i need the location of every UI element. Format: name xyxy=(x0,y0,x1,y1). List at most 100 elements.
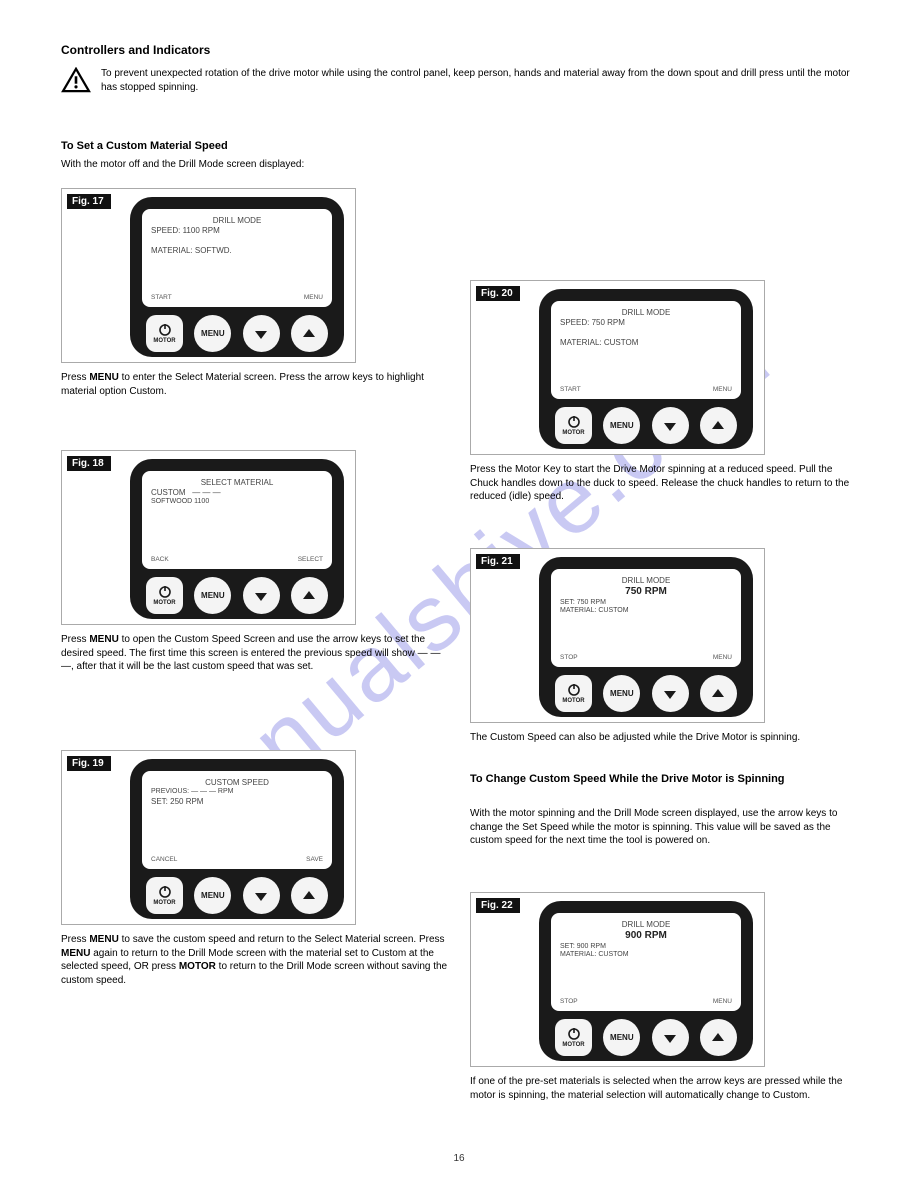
motor-button[interactable]: MOTOR xyxy=(555,407,592,444)
lcd-softkey-right: MENU xyxy=(713,998,732,1006)
button-row: MOTOR MENU xyxy=(142,577,332,614)
figure-18-panel: Fig. 18 SELECT MATERIAL CUSTOM — — — SOF… xyxy=(61,450,356,625)
lcd-line: 750 RPM xyxy=(560,586,732,599)
lcd-line: SET: 250 RPM xyxy=(151,797,323,807)
lcd-softkey-left: BACK xyxy=(151,556,169,564)
menu-button[interactable]: MENU xyxy=(603,1019,640,1056)
figure-20-panel: Fig. 20 DRILL MODE SPEED: 750 RPM MATERI… xyxy=(470,280,765,455)
figure-20-block: Fig. 20 DRILL MODE SPEED: 750 RPM MATERI… xyxy=(470,280,860,504)
menu-button[interactable]: MENU xyxy=(603,675,640,712)
figure-18-caption: Press MENU to open the Custom Speed Scre… xyxy=(61,633,451,674)
up-arrow-button[interactable] xyxy=(291,877,328,914)
lcd-line: MATERIAL: CUSTOM xyxy=(560,338,732,348)
controller: CUSTOM SPEED PREVIOUS: — — — RPM SET: 25… xyxy=(130,759,344,919)
controller: DRILL MODE 750 RPM SET: 750 RPM MATERIAL… xyxy=(539,557,753,717)
figure-22-caption: If one of the pre-set materials is selec… xyxy=(470,1075,860,1102)
warning-icon xyxy=(61,67,91,98)
down-arrow-button[interactable] xyxy=(652,1019,689,1056)
figure-tag: Fig. 21 xyxy=(476,554,520,569)
lcd-softkey-left: CANCEL xyxy=(151,856,177,864)
figure-17-block: Fig. 17 DRILL MODE SPEED: 1100 RPM MATER… xyxy=(61,188,451,398)
figure-tag: Fig. 18 xyxy=(67,456,111,471)
up-arrow-button[interactable] xyxy=(700,675,737,712)
lcd-screen: DRILL MODE SPEED: 1100 RPM MATERIAL: SOF… xyxy=(142,209,332,307)
lcd-line: PREVIOUS: — — — RPM xyxy=(151,788,323,797)
button-row: MOTOR MENU xyxy=(551,675,741,712)
lcd-screen: DRILL MODE SPEED: 750 RPM MATERIAL: CUST… xyxy=(551,301,741,399)
lcd-line: DRILL MODE xyxy=(560,308,732,318)
motor-button[interactable]: MOTOR xyxy=(146,877,183,914)
menu-button[interactable]: MENU xyxy=(194,577,231,614)
lcd-softkey-left: START xyxy=(560,386,581,394)
lcd-softkey-left: STOP xyxy=(560,998,578,1006)
lcd-line: 900 RPM xyxy=(560,930,732,943)
figure-19-block: Fig. 19 CUSTOM SPEED PREVIOUS: — — — RPM… xyxy=(61,750,451,987)
lcd-line: DRILL MODE xyxy=(560,920,732,930)
figure-20-caption: Press the Motor Key to start the Drive M… xyxy=(470,463,860,504)
section-title: To Set a Custom Material Speed xyxy=(61,140,228,152)
figure-18-block: Fig. 18 SELECT MATERIAL CUSTOM — — — SOF… xyxy=(61,450,451,674)
custom-speed-running-para: With the motor spinning and the Drill Mo… xyxy=(470,807,850,848)
menu-button[interactable]: MENU xyxy=(603,407,640,444)
figure-tag: Fig. 22 xyxy=(476,898,520,913)
button-row: MOTOR MENU xyxy=(551,407,741,444)
figure-19-panel: Fig. 19 CUSTOM SPEED PREVIOUS: — — — RPM… xyxy=(61,750,356,925)
motor-button[interactable]: MOTOR xyxy=(146,315,183,352)
figure-22-panel: Fig. 22 DRILL MODE 900 RPM SET: 900 RPM … xyxy=(470,892,765,1067)
lcd-line: DRILL MODE xyxy=(151,216,323,226)
button-row: MOTOR MENU xyxy=(142,877,332,914)
controller: DRILL MODE SPEED: 1100 RPM MATERIAL: SOF… xyxy=(130,197,344,357)
figure-tag: Fig. 17 xyxy=(67,194,111,209)
figure-21-caption-a: The Custom Speed can also be adjusted wh… xyxy=(470,731,860,745)
motor-button[interactable]: MOTOR xyxy=(146,577,183,614)
custom-speed-running-title: To Change Custom Speed While the Drive M… xyxy=(470,773,785,785)
lcd-line: SPEED: 1100 RPM xyxy=(151,226,323,236)
controller: DRILL MODE SPEED: 750 RPM MATERIAL: CUST… xyxy=(539,289,753,449)
lcd-screen: CUSTOM SPEED PREVIOUS: — — — RPM SET: 25… xyxy=(142,771,332,869)
button-row: MOTOR MENU xyxy=(142,315,332,352)
lcd-screen: SELECT MATERIAL CUSTOM — — — SOFTWOOD 11… xyxy=(142,471,332,569)
lcd-screen: DRILL MODE 900 RPM SET: 900 RPM MATERIAL… xyxy=(551,913,741,1011)
lcd-line: CUSTOM SPEED xyxy=(151,778,323,788)
lcd-softkey-right: MENU xyxy=(304,294,323,302)
up-arrow-button[interactable] xyxy=(291,577,328,614)
lcd-softkey-left: STOP xyxy=(560,654,578,662)
page-number: 16 xyxy=(0,1153,918,1164)
motor-button[interactable]: MOTOR xyxy=(555,675,592,712)
lcd-line: DRILL MODE xyxy=(560,576,732,586)
lcd-line: SELECT MATERIAL xyxy=(151,478,323,488)
lcd-screen: DRILL MODE 750 RPM SET: 750 RPM MATERIAL… xyxy=(551,569,741,667)
lcd-line: SPEED: 750 RPM xyxy=(560,318,732,328)
figure-21-block: Fig. 21 DRILL MODE 750 RPM SET: 750 RPM … xyxy=(470,548,860,745)
lcd-softkey-right: MENU xyxy=(713,386,732,394)
down-arrow-button[interactable] xyxy=(243,877,280,914)
intro-paragraph: With the motor off and the Drill Mode sc… xyxy=(61,158,431,172)
lcd-line: SET: 900 RPM xyxy=(560,943,732,952)
lcd-softkey-right: MENU xyxy=(713,654,732,662)
down-arrow-button[interactable] xyxy=(243,577,280,614)
controller: DRILL MODE 900 RPM SET: 900 RPM MATERIAL… xyxy=(539,901,753,1061)
figure-tag: Fig. 20 xyxy=(476,286,520,301)
down-arrow-button[interactable] xyxy=(652,675,689,712)
figure-22-block: Fig. 22 DRILL MODE 900 RPM SET: 900 RPM … xyxy=(470,892,860,1102)
figure-tag: Fig. 19 xyxy=(67,756,111,771)
lcd-line: MATERIAL: SOFTWD. xyxy=(151,246,323,256)
up-arrow-button[interactable] xyxy=(700,407,737,444)
lcd-line: CUSTOM — — — xyxy=(151,488,323,498)
figure-17-panel: Fig. 17 DRILL MODE SPEED: 1100 RPM MATER… xyxy=(61,188,356,363)
up-arrow-button[interactable] xyxy=(291,315,328,352)
lcd-softkey-right: SAVE xyxy=(306,856,323,864)
lcd-line: MATERIAL: CUSTOM xyxy=(560,607,732,616)
motor-button[interactable]: MOTOR xyxy=(555,1019,592,1056)
warning-text: To prevent unexpected rotation of the dr… xyxy=(101,67,857,94)
lcd-line: SET: 750 RPM xyxy=(560,599,732,608)
lcd-line: SOFTWOOD 1100 xyxy=(151,498,323,507)
down-arrow-button[interactable] xyxy=(652,407,689,444)
lcd-line: MATERIAL: CUSTOM xyxy=(560,951,732,960)
menu-button[interactable]: MENU xyxy=(194,315,231,352)
down-arrow-button[interactable] xyxy=(243,315,280,352)
warning-row: To prevent unexpected rotation of the dr… xyxy=(61,67,857,98)
menu-button[interactable]: MENU xyxy=(194,877,231,914)
up-arrow-button[interactable] xyxy=(700,1019,737,1056)
lcd-softkey-right: SELECT xyxy=(298,556,323,564)
